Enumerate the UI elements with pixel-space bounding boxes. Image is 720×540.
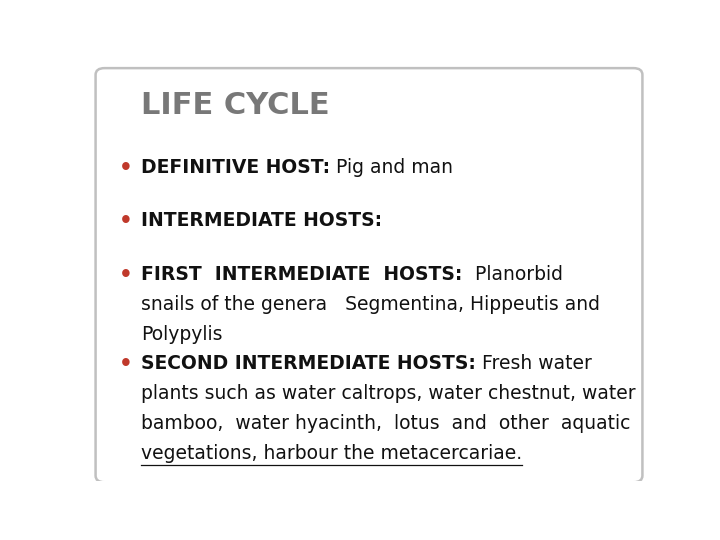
Text: •: • — [119, 158, 132, 178]
Text: •: • — [119, 265, 132, 285]
Text: INTERMEDIATE HOSTS:: INTERMEDIATE HOSTS: — [141, 211, 382, 230]
Text: •: • — [119, 354, 132, 374]
Text: Fresh water: Fresh water — [476, 354, 592, 373]
Text: Pig and man: Pig and man — [330, 158, 454, 177]
Text: Polypylis: Polypylis — [141, 325, 222, 344]
Text: SECOND INTERMEDIATE HOSTS:: SECOND INTERMEDIATE HOSTS: — [141, 354, 476, 373]
Text: plants such as water caltrops, water chestnut, water: plants such as water caltrops, water che… — [141, 384, 636, 403]
Text: Planorbid: Planorbid — [463, 265, 563, 284]
FancyBboxPatch shape — [96, 68, 642, 482]
Text: DEFINITIVE HOST:: DEFINITIVE HOST: — [141, 158, 330, 177]
Text: •: • — [119, 211, 132, 231]
Text: vegetations, harbour the metacercariae.: vegetations, harbour the metacercariae. — [141, 443, 523, 463]
Text: FIRST  INTERMEDIATE  HOSTS:: FIRST INTERMEDIATE HOSTS: — [141, 265, 463, 284]
Text: LIFE CYCLE: LIFE CYCLE — [141, 91, 330, 119]
Text: snails of the genera   Segmentina, Hippeutis and: snails of the genera Segmentina, Hippeut… — [141, 295, 600, 314]
Text: bamboo,  water hyacinth,  lotus  and  other  aquatic: bamboo, water hyacinth, lotus and other … — [141, 414, 631, 433]
